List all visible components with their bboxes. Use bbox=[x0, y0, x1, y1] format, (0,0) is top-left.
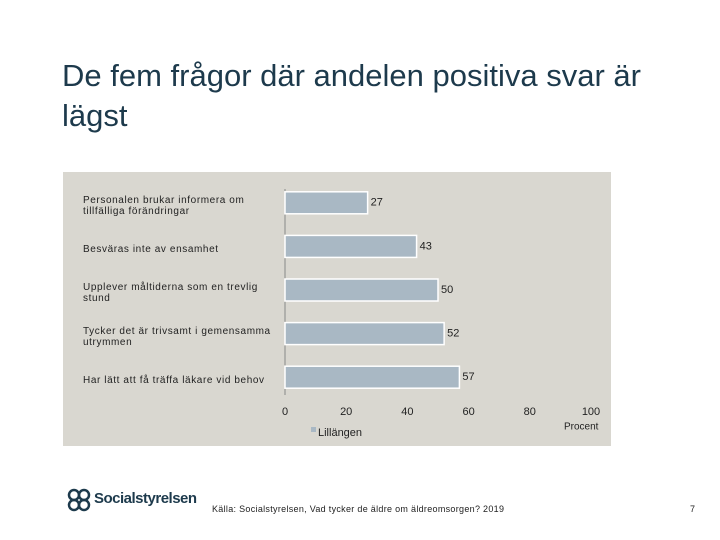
y-tick-label: Besväras inte av ensamhet bbox=[83, 243, 219, 255]
legend-label: Lillängen bbox=[318, 427, 362, 439]
data-label: 50 bbox=[441, 284, 453, 296]
x-tick-label: 60 bbox=[462, 406, 474, 418]
y-tick-label: Tycker det är trivsamt i gemensamma utry… bbox=[83, 325, 271, 348]
bar bbox=[284, 278, 439, 302]
x-tick-label: 100 bbox=[582, 406, 600, 418]
y-tick-label: Har lätt att få träffa läkare vid behov bbox=[83, 374, 265, 386]
x-axis-label: Procent bbox=[564, 422, 599, 433]
y-tick-label: Upplever måltiderna som en trevlig stund bbox=[83, 282, 258, 304]
x-tick-label: 0 bbox=[282, 406, 288, 418]
source: Källa: Socialstyrelsen, Vad tycker de äl… bbox=[212, 504, 505, 514]
page-number: 7 bbox=[690, 504, 696, 514]
x-tick-label: 20 bbox=[340, 406, 352, 418]
bar bbox=[284, 191, 369, 215]
chart-panel bbox=[63, 172, 611, 446]
data-label: 57 bbox=[462, 371, 474, 383]
x-tick-label: 40 bbox=[401, 406, 413, 418]
legend-swatch bbox=[311, 427, 316, 432]
data-label: 27 bbox=[371, 197, 383, 209]
data-label: 43 bbox=[420, 240, 432, 252]
bar bbox=[284, 234, 418, 259]
x-tick-label: 80 bbox=[524, 406, 536, 418]
bar bbox=[284, 365, 461, 389]
logo-icon bbox=[67, 488, 91, 512]
y-tick-label: Personalen brukar informera om tillfälli… bbox=[83, 194, 245, 217]
data-label: 52 bbox=[447, 328, 459, 340]
bar bbox=[284, 321, 445, 346]
logo-text: Socialstyrelsen bbox=[94, 490, 197, 507]
slide-title: De fem frågor där andelen positiva svar … bbox=[62, 58, 641, 133]
